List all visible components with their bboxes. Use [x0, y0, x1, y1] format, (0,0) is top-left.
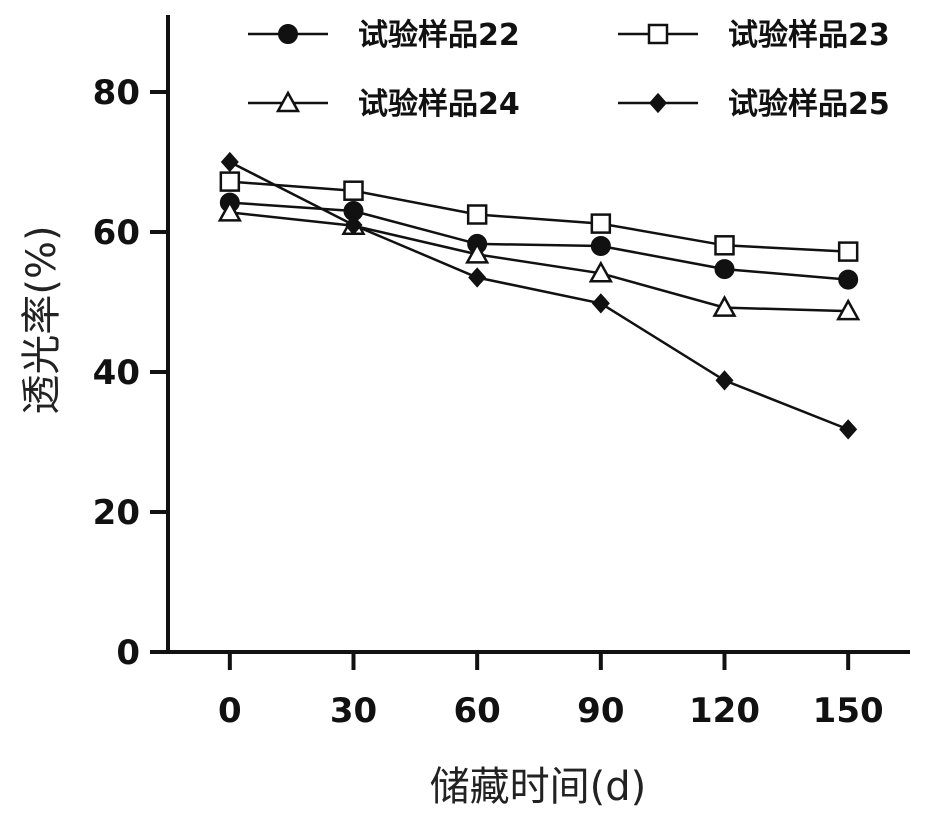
legend-item: 试验样品23 — [618, 18, 890, 53]
y-axis-ticks: 0 20 40 60 80 — [93, 73, 168, 673]
x-tick-label: 0 — [218, 691, 242, 731]
legend-marker — [275, 90, 301, 113]
legend-item: 试验样品22 — [248, 18, 520, 53]
data-point — [838, 269, 859, 290]
data-point — [468, 267, 487, 288]
data-point — [217, 199, 242, 222]
legend-item: 试验样品24 — [248, 87, 520, 122]
legend-marker — [278, 24, 298, 44]
legend-marker — [647, 23, 669, 45]
data-point — [590, 236, 611, 256]
data-point — [837, 241, 859, 262]
series-line — [229, 160, 849, 431]
series-line — [229, 211, 849, 313]
data-point — [839, 419, 858, 440]
legend-label: 试验样品23 — [728, 18, 890, 53]
x-tick-label: 90 — [577, 691, 624, 731]
legend-label: 试验样品22 — [358, 18, 520, 53]
x-tick-label: 120 — [689, 691, 760, 731]
series-1 — [219, 192, 859, 290]
y-axis-label: 透光率(%) — [19, 225, 65, 414]
y-tick-label: 0 — [116, 633, 140, 673]
data-point — [220, 151, 239, 173]
legend-item: 试验样品25 — [618, 87, 890, 122]
data-point — [715, 370, 734, 391]
series-line — [229, 180, 849, 253]
data-point — [219, 171, 241, 192]
data-point — [714, 235, 735, 256]
series-line — [229, 201, 849, 281]
y-tick-label: 60 — [93, 213, 140, 253]
data-point — [712, 295, 737, 317]
legend: 试验样品22 试验样品23 试验样品24 试验样品25 — [248, 18, 890, 122]
data-point — [343, 180, 364, 201]
legend-label: 试验样品24 — [358, 87, 520, 122]
x-tick-label: 60 — [454, 691, 501, 731]
x-tick-label: 150 — [813, 691, 884, 731]
axes — [166, 15, 910, 654]
legend-label: 试验样品25 — [728, 87, 890, 122]
data-point — [714, 259, 735, 280]
data-point — [344, 214, 363, 236]
x-axis-ticks: 0 30 60 90 120 150 — [218, 652, 884, 731]
data-point — [590, 213, 612, 234]
y-tick-label: 80 — [93, 73, 140, 113]
x-tick-label: 30 — [330, 691, 377, 731]
data-point — [591, 293, 610, 314]
x-axis-label: 储藏时间(d) — [430, 764, 647, 810]
data-point — [465, 241, 490, 264]
data-point — [466, 204, 488, 225]
legend-marker — [648, 92, 668, 114]
series-layer — [217, 151, 861, 440]
data-point — [588, 260, 613, 283]
y-tick-label: 20 — [93, 493, 140, 533]
y-tick-label: 40 — [93, 353, 140, 393]
data-point — [836, 298, 861, 321]
series-4 — [220, 151, 858, 440]
series-2 — [219, 171, 859, 262]
